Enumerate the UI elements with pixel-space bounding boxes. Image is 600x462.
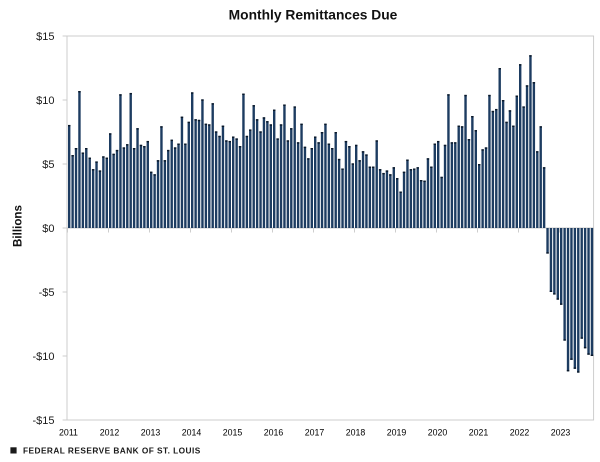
- svg-text:2012: 2012: [100, 428, 120, 438]
- svg-text:Billions: Billions: [12, 205, 25, 247]
- svg-text:$5: $5: [42, 159, 54, 171]
- svg-text:$10: $10: [36, 95, 54, 107]
- svg-text:2022: 2022: [510, 428, 530, 438]
- svg-text:2011: 2011: [59, 428, 78, 438]
- svg-text:2014: 2014: [182, 428, 202, 438]
- svg-text:2015: 2015: [223, 428, 243, 438]
- svg-text:2021: 2021: [469, 428, 489, 438]
- svg-text:-$5: -$5: [39, 287, 55, 299]
- svg-text:2016: 2016: [264, 428, 284, 438]
- svg-text:2018: 2018: [346, 428, 366, 438]
- svg-text:2023: 2023: [551, 428, 571, 438]
- svg-text:2013: 2013: [141, 428, 161, 438]
- svg-text:2020: 2020: [428, 428, 448, 438]
- svg-text:$0: $0: [42, 223, 54, 235]
- svg-text:FEDERAL RESERVE BANK OF ST. LO: FEDERAL RESERVE BANK OF ST. LOUIS: [23, 446, 201, 456]
- svg-text:-$15: -$15: [32, 415, 54, 427]
- svg-text:2017: 2017: [305, 428, 325, 438]
- svg-text:2019: 2019: [387, 428, 407, 438]
- svg-text:$15: $15: [36, 31, 54, 43]
- svg-text:-$10: -$10: [32, 351, 54, 363]
- svg-text:Monthly Remittances Due: Monthly Remittances Due: [229, 8, 398, 23]
